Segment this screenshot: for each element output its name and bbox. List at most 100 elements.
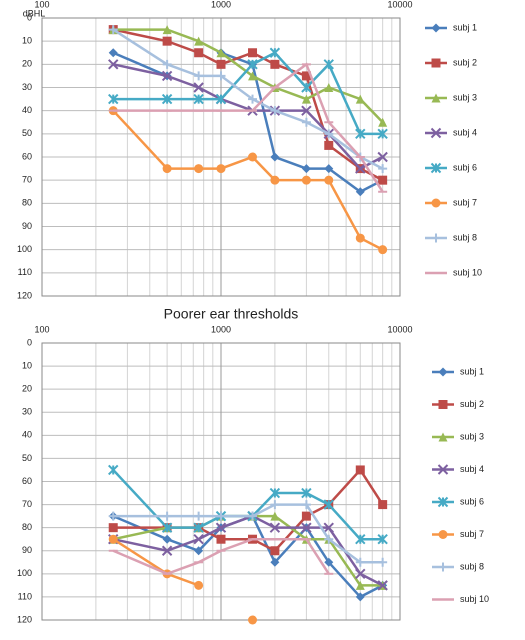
marker — [324, 557, 334, 567]
y-tick-label: 90 — [22, 221, 32, 231]
marker — [323, 499, 334, 510]
marker — [270, 175, 280, 185]
marker — [248, 48, 258, 58]
marker — [378, 500, 388, 510]
marker — [378, 164, 388, 174]
marker — [301, 117, 311, 127]
marker — [269, 487, 281, 499]
series-line — [112, 537, 330, 576]
series-line — [112, 63, 384, 171]
marker — [216, 511, 226, 521]
marker — [377, 128, 388, 140]
series-line — [113, 28, 384, 124]
y-tick-label: 40 — [22, 430, 32, 440]
marker — [377, 534, 388, 545]
marker — [431, 58, 441, 68]
marker — [193, 82, 204, 93]
marker — [355, 557, 365, 567]
marker — [270, 546, 280, 556]
marker — [377, 580, 388, 591]
marker — [216, 59, 226, 69]
marker — [269, 522, 281, 533]
marker — [162, 164, 172, 174]
marker — [324, 129, 334, 139]
marker — [431, 23, 441, 33]
marker — [194, 164, 204, 174]
marker — [355, 580, 365, 590]
marker — [216, 534, 226, 544]
marker — [270, 106, 280, 116]
marker — [162, 59, 172, 69]
marker — [193, 522, 204, 533]
marker — [355, 465, 365, 475]
y-tick-label: 0 — [27, 337, 32, 347]
series-line — [112, 469, 383, 541]
marker — [269, 47, 281, 58]
marker — [301, 511, 311, 521]
marker — [194, 511, 204, 521]
marker — [108, 523, 118, 533]
plot-frame — [41, 342, 401, 621]
series-line — [112, 28, 384, 170]
marker — [108, 511, 118, 521]
marker — [355, 128, 366, 140]
y-tick-label: 90 — [22, 545, 32, 555]
marker — [247, 59, 258, 70]
y-tick-label: 20 — [22, 59, 32, 69]
marker — [248, 615, 258, 625]
marker — [162, 25, 172, 35]
marker — [430, 162, 442, 174]
marker — [301, 71, 311, 81]
marker — [437, 464, 449, 475]
marker — [270, 557, 280, 567]
marker — [355, 187, 365, 197]
legend-label: subj 8 — [460, 561, 484, 571]
y-tick-label: 70 — [22, 499, 32, 509]
marker — [378, 175, 388, 185]
legend-label: subj 1 — [460, 366, 484, 376]
marker — [355, 534, 366, 545]
legend-label: subj 1 — [453, 22, 477, 32]
marker — [194, 546, 204, 556]
marker — [301, 500, 311, 510]
legend-label: subj 2 — [453, 57, 477, 67]
marker — [324, 534, 334, 544]
marker — [161, 545, 173, 556]
y-tick-label: 100 — [17, 568, 32, 578]
marker — [248, 94, 258, 104]
legend-label: subj 4 — [453, 127, 477, 137]
marker — [161, 93, 173, 105]
y-tick-label: 80 — [22, 522, 32, 532]
legend-label: subj 7 — [453, 197, 477, 207]
marker — [108, 534, 118, 544]
chart-title: Poorer ear thresholds — [164, 306, 299, 322]
y-tick-label: 20 — [22, 384, 32, 394]
y-tick-label: 100 — [17, 244, 32, 254]
marker — [431, 233, 441, 243]
legend-label: subj 10 — [460, 594, 489, 604]
marker — [323, 522, 334, 533]
marker — [216, 71, 226, 81]
series-line — [113, 503, 383, 564]
marker — [301, 522, 312, 533]
marker — [108, 93, 119, 105]
marker — [438, 562, 448, 572]
y-tick-label: 110 — [18, 267, 32, 277]
y-tick-label: 50 — [22, 128, 32, 138]
legend-label: subj 3 — [460, 431, 484, 441]
marker — [193, 93, 204, 105]
y-axis-label: dBHL — [23, 8, 46, 18]
legend-label: subj 3 — [453, 92, 477, 102]
y-tick-label: 60 — [22, 476, 32, 486]
marker — [324, 140, 334, 150]
marker — [270, 511, 280, 521]
marker — [301, 94, 311, 104]
marker — [108, 464, 119, 476]
marker — [301, 82, 312, 93]
y-tick-label: 110 — [18, 591, 32, 601]
marker — [248, 511, 258, 521]
marker — [378, 245, 388, 255]
legend-label: subj 7 — [460, 529, 484, 539]
marker — [355, 568, 366, 580]
marker — [193, 534, 204, 545]
